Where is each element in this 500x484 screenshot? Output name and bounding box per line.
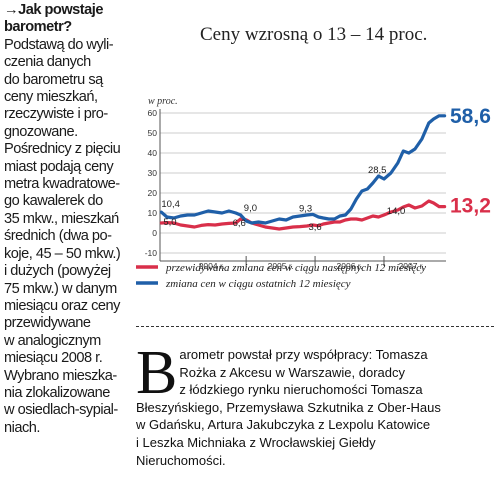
legend-label: zmiana cen w ciągu ostatnich 12 miesięcy [165, 278, 351, 290]
y-tick-label: -10 [145, 248, 158, 258]
y-tick-label: 60 [148, 108, 158, 118]
chart-labels: 10,4 5,0 9,0 6,6 9,3 3,6 28,5 14,0 58,6 13,2 [161, 105, 490, 233]
chart-axes: -10 0 10 20 30 40 50 60 2004 r. 2005 r. 2006 r. 200… [145, 96, 446, 271]
sidebar-line: do barometru są [4, 71, 103, 88]
value-label: 5,0 [163, 217, 176, 228]
credits-text: arometr powstał przy współpracy: Tomasza… [136, 346, 486, 469]
heading-line: barometr? [4, 19, 72, 36]
x-tick-label: 2007 r. [399, 261, 425, 271]
sidebar-line: 35 mkw., mieszkań [4, 210, 119, 227]
sidebar-line: go kawalerek do [4, 193, 103, 210]
sidebar-line: metra kwadratowe- [4, 176, 120, 193]
credits-note: B arometr powstał przy współpracy: Tomas… [136, 339, 486, 469]
chart-grid [160, 112, 446, 254]
sidebar-line: w analogicznym [4, 332, 101, 349]
sidebar-line: średnich (dwa po- [4, 228, 112, 245]
sidebar-line: miesiącu oraz ceny [4, 297, 120, 314]
sidebar-line: Wybrano mieszka- [4, 367, 117, 384]
y-axis-label: w proc. [148, 96, 178, 107]
heading-line: Jak powstaje [18, 2, 103, 18]
drop-cap: B [136, 339, 178, 407]
value-label: 28,5 [368, 165, 387, 176]
value-label: 10,4 [161, 199, 180, 210]
x-tick-label: 2004 r. [199, 261, 225, 271]
value-label: 9,0 [244, 203, 257, 214]
sidebar-line: miast podają ceny [4, 158, 114, 175]
sidebar-line: koje, 45 – 50 mkw.) [4, 245, 121, 262]
divider [136, 326, 494, 327]
sidebar-line: niach. [4, 419, 40, 436]
y-tick-label: 20 [148, 188, 158, 198]
value-label: 6,6 [233, 218, 246, 229]
sidebar-line: czenia danych [4, 54, 91, 71]
end-value-label: 13,2 [450, 195, 491, 218]
end-value-label: 58,6 [450, 105, 491, 128]
credits-line: Rożka z Akcesu w Warszawie, doradcy [179, 364, 406, 380]
credits-line: w Gdańsku, Artura Jakubczyka z Lexpolu K… [136, 417, 431, 433]
sidebar-line: i dużych (powyżej [4, 263, 111, 280]
sidebar-heading: →Jak powstaje barometr? [4, 2, 128, 37]
value-label: 14,0 [387, 206, 406, 217]
arrow-icon: → [4, 2, 19, 18]
sidebar-article: →Jak powstaje barometr? Podstawą do wyli-… [4, 2, 128, 437]
x-tick-label: 2006 r. [337, 261, 363, 271]
credits-line: arometr powstał przy współpracy: Tomasza [179, 347, 428, 362]
sidebar-line: miesiącu 2008 r. [4, 350, 103, 367]
forecast-line [159, 199, 447, 231]
x-tick-label: 2005 r. [268, 261, 294, 271]
sidebar-line: rzeczywiste i pro- [4, 106, 108, 123]
credits-line: Błeszyńskiego, Przemysława Szkutnika z O… [136, 399, 441, 415]
sidebar-line: nia zlokalizowane [4, 384, 110, 401]
sidebar-line: 75 mkw.) w danym [4, 280, 117, 297]
chart: -10 0 10 20 30 40 50 60 2004 r. 2005 r. 2006 r. 200… [136, 96, 491, 290]
chart-legend: przewidywana zmiana cen w ciągu następny… [136, 262, 426, 290]
sidebar-line: przewidywane [4, 315, 91, 332]
y-tick-label: 40 [148, 148, 158, 158]
sidebar-line: ceny mieszkań, [4, 89, 98, 106]
credits-line: Nieruchomości. [136, 452, 226, 468]
y-tick-label: 30 [148, 168, 158, 178]
value-label: 9,3 [299, 203, 312, 214]
legend-label: przewidywana zmiana cen w ciągu następny… [165, 262, 426, 274]
credits-line: i Leszka Michniaka z Wrocławskiej Giełdy [136, 434, 376, 450]
value-label: 3,6 [309, 222, 322, 233]
y-tick-label: 10 [148, 208, 158, 218]
chart-title: Ceny wzrosną o 13 – 14 proc. [200, 24, 428, 45]
sidebar-line: gnozowane. [4, 123, 78, 140]
sidebar-line: Podstawą do wyli- [4, 36, 114, 53]
sidebar-line: w osiedlach-sypial- [4, 402, 118, 419]
sidebar-line: Pośrednicy z pięciu [4, 141, 121, 158]
chart-series [159, 114, 447, 231]
credits-line: z łódzkiego rynku nieruchomości Tomasza [179, 382, 423, 398]
y-tick-label: 50 [148, 128, 158, 138]
actual-line [159, 114, 447, 225]
y-tick-label: 0 [152, 228, 157, 238]
sidebar-body: Podstawą do wyli-czenia danych do baromet… [4, 37, 128, 437]
